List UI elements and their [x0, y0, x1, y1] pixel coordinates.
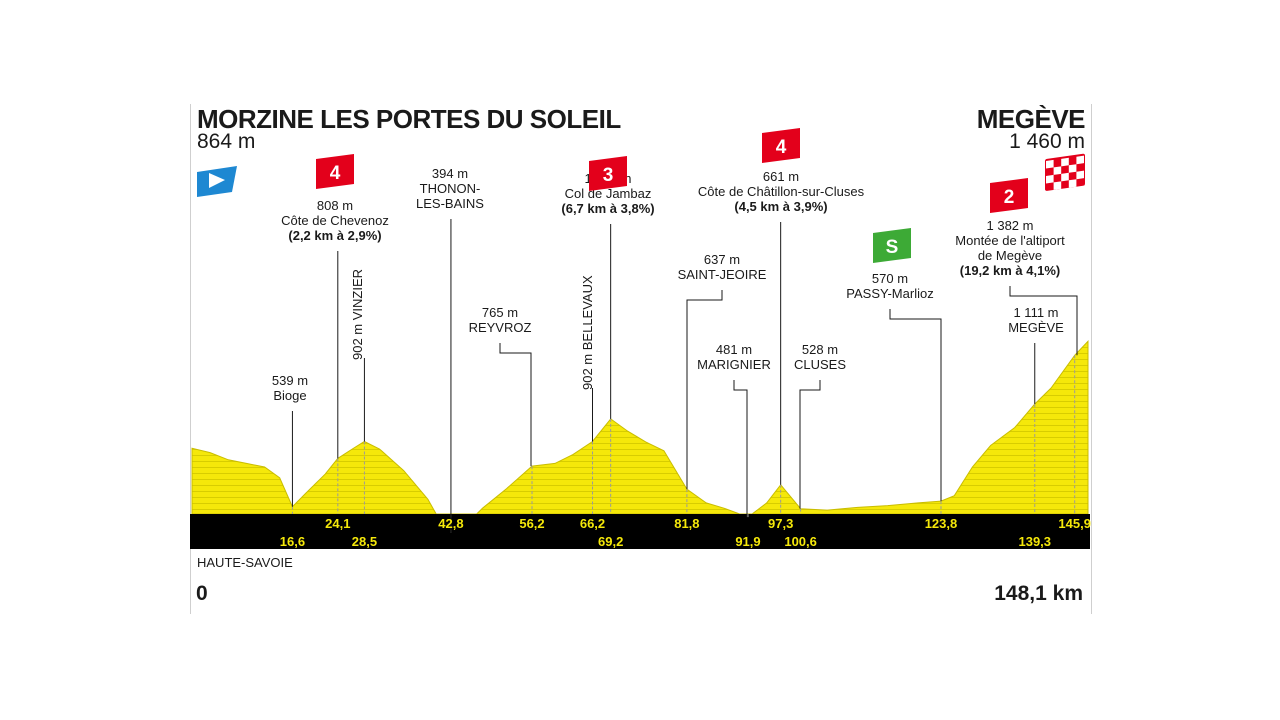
svg-text:Montée de l'altiport: Montée de l'altiport — [955, 233, 1065, 248]
km-marker-11: 123,8 — [925, 516, 958, 531]
svg-text:394 m: 394 m — [432, 166, 468, 181]
km-marker-0: 16,6 — [280, 534, 305, 549]
start-altitude: 864 m — [197, 130, 256, 153]
finish-checkered-flag-icon — [1045, 153, 1085, 191]
svg-text:SAINT-JEOIRE: SAINT-JEOIRE — [678, 267, 767, 282]
km-marker-2: 28,5 — [352, 534, 377, 549]
svg-text:1 111 m: 1 111 m — [1013, 305, 1058, 320]
svg-text:Col de Jambaz: Col de Jambaz — [565, 186, 652, 201]
climb-category-4-badge: 4 — [762, 128, 800, 163]
km-marker-10: 100,6 — [784, 534, 817, 549]
svg-text:REYVROZ: REYVROZ — [469, 320, 532, 335]
svg-text:PASSY-Marlioz: PASSY-Marlioz — [846, 286, 933, 301]
svg-text:Côte de Chevenoz: Côte de Chevenoz — [281, 213, 389, 228]
svg-text:de Megève: de Megève — [978, 248, 1042, 263]
svg-text:MEGÈVE: MEGÈVE — [1008, 320, 1064, 335]
svg-text:528 m: 528 m — [802, 342, 838, 357]
start-flag-icon — [197, 166, 237, 197]
svg-text:661 m: 661 m — [763, 169, 799, 184]
distance-total-label: 148,1 km — [994, 582, 1083, 605]
km-marker-12: 139,3 — [1018, 534, 1051, 549]
waypoint-vertical-label-2: 902 m VINZIER — [350, 269, 365, 360]
km-marker-3: 42,8 — [438, 516, 463, 531]
waypoint-leader-lines — [291, 219, 1078, 533]
svg-text:(4,5 km à 3,9%): (4,5 km à 3,9%) — [734, 199, 827, 214]
svg-text:CLUSES: CLUSES — [794, 357, 846, 372]
svg-text:1 382 m: 1 382 m — [987, 218, 1034, 233]
svg-text:570 m: 570 m — [872, 271, 908, 286]
climb-category-3-badge: 3 — [589, 156, 627, 191]
svg-text:LES-BAINS: LES-BAINS — [416, 196, 484, 211]
svg-text:4: 4 — [776, 137, 787, 158]
svg-text:539 m: 539 m — [272, 373, 308, 388]
start-town-name: MORZINE LES PORTES DU SOLEIL — [197, 104, 621, 134]
waypoint-vertical-label-5: 902 m BELLEVAUX — [580, 275, 595, 390]
finish-altitude: 1 460 m — [1009, 130, 1085, 153]
km-marker-8: 91,9 — [735, 534, 760, 549]
svg-text:(6,7 km à 3,8%): (6,7 km à 3,8%) — [561, 201, 654, 216]
km-marker-6: 69,2 — [598, 534, 623, 549]
svg-text:808 m: 808 m — [317, 198, 353, 213]
climb-category-4-badge: 4 — [316, 154, 354, 189]
svg-text:(2,2 km à 2,9%): (2,2 km à 2,9%) — [288, 228, 381, 243]
svg-text:481 m: 481 m — [716, 342, 752, 357]
svg-text:Bioge: Bioge — [273, 388, 306, 403]
svg-text:3: 3 — [603, 165, 614, 186]
distance-start-label: 0 — [196, 582, 208, 605]
km-marker-labels: 16,6 24,128,5 42,8 56,2 66,2 69,2 81,8 91,9 97,3… — [280, 516, 1091, 549]
elevation-profile-area — [191, 340, 1089, 534]
km-marker-7: 81,8 — [674, 516, 699, 531]
svg-text:(19,2 km à 4,1%): (19,2 km à 4,1%) — [960, 263, 1060, 278]
finish-town-name: MEGÈVE — [976, 104, 1086, 134]
svg-text:MARIGNIER: MARIGNIER — [697, 357, 771, 372]
svg-text:Côte de Châtillon-sur-Cluses: Côte de Châtillon-sur-Cluses — [698, 184, 865, 199]
km-marker-4: 56,2 — [519, 516, 544, 531]
svg-text:4: 4 — [330, 163, 341, 184]
svg-text:765 m: 765 m — [482, 305, 518, 320]
km-marker-1: 24,1 — [325, 516, 350, 531]
svg-text:THONON-: THONON- — [420, 181, 481, 196]
climb-category-2-badge: 2 — [990, 178, 1028, 213]
svg-text:637 m: 637 m — [704, 252, 740, 267]
km-marker-9: 97,3 — [768, 516, 793, 531]
intermediate-sprint-badge: S — [873, 228, 911, 263]
km-band — [190, 514, 1090, 549]
svg-text:S: S — [886, 237, 899, 258]
chart-frame — [190, 104, 1092, 614]
region-label: HAUTE-SAVOIE — [197, 555, 293, 570]
km-marker-13: 145,9 — [1058, 516, 1091, 531]
svg-text:2: 2 — [1004, 187, 1015, 208]
km-marker-5: 66,2 — [580, 516, 605, 531]
